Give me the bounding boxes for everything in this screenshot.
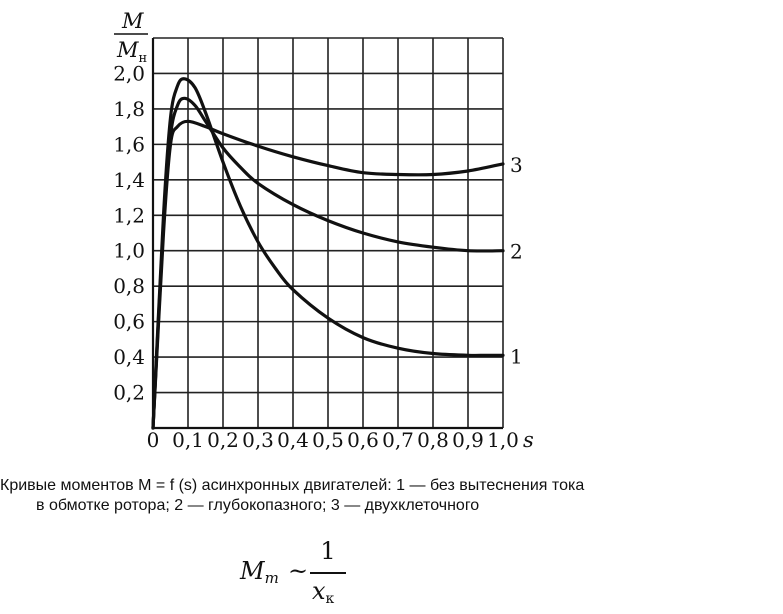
y-axis-label-numerator: M [121,9,144,33]
formula-fraction-bar [310,572,346,574]
y-tick-label: 0,6 [113,310,145,334]
chart-grid [153,37,504,428]
y-tick-label: 0,2 [113,381,145,405]
formula-relation: ~ [288,557,309,585]
formula-lhs: Mm [240,557,279,587]
y-axis-label: M Mн [114,9,148,66]
x-tick-label: 0,3 [242,428,274,452]
x-tick-label: 0,8 [417,428,449,452]
x-tick-label: 0,5 [312,428,344,452]
y-tick-labels: 0,2 0,4 0,6 0,8 1,0 1,2 1,4 1,6 1,8 2,0 [113,61,145,404]
chart-curves [151,77,505,430]
x-tick-label: 0,9 [452,428,484,452]
y-axis-label-denominator: Mн [116,38,147,66]
formula: Mm ~ 1 xк [240,535,400,613]
x-tick-label: 0,7 [382,428,414,452]
x-tick-label: 0,1 [172,428,204,452]
y-tick-label: 1,8 [113,97,145,121]
curve-label-2: 2 [510,240,523,264]
curve-label-3: 3 [510,153,523,177]
y-tick-label: 1,4 [113,168,145,192]
x-tick-label: 0,2 [207,428,239,452]
x-tick-label: 0,4 [277,428,309,452]
curve-label-1: 1 [510,344,523,368]
caption-line-1: Кривые моментов M = f (s) асинхронных дв… [0,477,585,494]
y-tick-label: 0,8 [113,274,145,298]
formula-denominator: xк [312,577,335,607]
x-tick-label: 1,0 [487,428,519,452]
chart-axes [151,38,503,430]
x-tick-labels: 0 0,1 0,2 0,3 0,4 0,5 0,6 0,7 0,8 0,9 1,0 [147,428,519,452]
curve-labels: 1 2 3 [510,153,523,368]
torque-chart: 0 0,1 0,2 0,3 0,4 0,5 0,6 0,7 0,8 0,9 1,0 0,20,40,… [113,9,534,452]
y-tick-label: 1,6 [113,132,145,156]
caption-line-2: в обмотке ротора; 2 — глубокопазного; 3 … [36,497,480,514]
x-axis-label: s [523,428,534,452]
y-tick-label: 2,0 [113,61,145,85]
y-tick-label: 1,2 [113,203,145,227]
x-tick-label: 0 [147,428,160,452]
x-tick-label: 0,6 [347,428,379,452]
curve-1 [151,77,505,430]
y-tick-label: 0,4 [113,345,145,369]
curve-3 [151,119,505,430]
y-tick-label: 1,0 [113,239,145,263]
formula-numerator: 1 [320,537,336,565]
